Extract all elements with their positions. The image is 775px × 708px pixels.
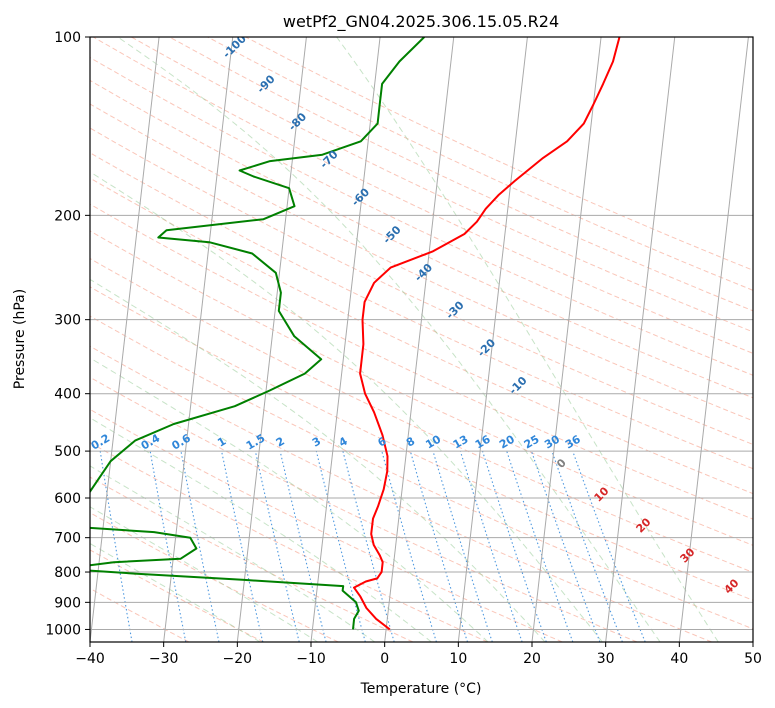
mixing-ratio-line: [432, 450, 493, 642]
grid-lines: [90, 37, 753, 642]
isotherm-line: [384, 37, 455, 642]
x-tick-label: 30: [597, 651, 615, 667]
moist-adiabat: [90, 506, 319, 642]
dry-adiabat: [90, 376, 638, 642]
plot-area-background: [90, 37, 753, 642]
dry-adiabat: [90, 408, 563, 642]
x-tick-label: −40: [75, 651, 105, 667]
y-tick-label: 100: [54, 30, 81, 46]
x-tick-label: −20: [223, 651, 253, 667]
dry-adiabat: [90, 315, 753, 630]
mixing-ratio-line: [180, 451, 220, 642]
mixing-ratio-line: [279, 450, 327, 642]
mixing-ratio-line: [381, 450, 437, 642]
dry-adiabat: [169, 37, 753, 312]
isotherm-line: [90, 37, 160, 642]
isotherm-line: [236, 37, 307, 642]
mixing-ratio-line: [506, 450, 574, 642]
x-tick-label: 0: [380, 651, 389, 667]
dry-adiabat: [90, 103, 753, 422]
mixing-ratio-line: [530, 450, 601, 642]
x-tick-label: 40: [670, 651, 688, 667]
moist-adiabat: [90, 171, 603, 642]
y-tick-label: 200: [54, 208, 81, 224]
y-tick-label: 600: [54, 491, 81, 507]
background-lines: [90, 37, 753, 642]
x-tick-label: 20: [523, 651, 541, 667]
dry-adiabat: [90, 177, 753, 495]
isotherm-line: [457, 37, 528, 642]
moist-adiabat: [90, 542, 261, 642]
moist-adiabat: [90, 465, 376, 642]
moist-adiabat: [336, 37, 719, 642]
x-tick-label: −10: [296, 651, 326, 667]
dry-adiabat: [90, 549, 264, 642]
dewpoint-profile: [90, 37, 426, 630]
dry-adiabat: [90, 56, 753, 376]
dry-adiabat: [90, 203, 753, 520]
moist-adiabat: [90, 357, 489, 642]
isotherm-line: [678, 37, 749, 642]
temperature-profile: [353, 37, 621, 631]
mixing-ratio-line: [481, 450, 547, 642]
y-tick-label: 700: [54, 531, 81, 547]
dry-adiabat: [90, 476, 414, 642]
y-axis-title: Pressure (hPa): [12, 289, 28, 389]
y-tick-label: 400: [54, 387, 81, 403]
profiles: [90, 37, 621, 631]
mixing-ratio-line: [315, 450, 366, 642]
moist-adiabat: [90, 417, 432, 642]
y-tick-label: 900: [54, 595, 81, 611]
dry-adiabat: [131, 37, 753, 333]
x-tick-label: −30: [149, 651, 179, 667]
dry-adiabat: [90, 79, 753, 399]
y-tick-label: 300: [54, 313, 81, 329]
dry-adiabat: [90, 587, 190, 642]
isotherm-line: [163, 37, 234, 642]
y-tick-label: 1000: [45, 622, 81, 638]
x-tick-label: 10: [449, 651, 467, 667]
mixing-ratio-line: [149, 451, 187, 642]
chart-title: wetPf2_GN04.2025.306.15.05.R24: [283, 12, 559, 32]
dry-adiabat: [90, 286, 753, 601]
dry-adiabat: [92, 37, 753, 354]
plot-frame: [89, 36, 754, 643]
dry-adiabat: [90, 230, 753, 546]
isotherm-line: [310, 37, 381, 642]
mixing-ratio-line: [254, 450, 300, 642]
y-tick-label: 800: [54, 565, 81, 581]
moist-adiabat: [117, 37, 661, 642]
moist-adiabat: [90, 278, 546, 642]
y-tick-label: 500: [54, 444, 81, 460]
mixing-ratio-line: [221, 450, 264, 642]
y-axis-ticks: 100 200 300 400 500 600 700 800 900 1000: [45, 30, 90, 638]
dry-adiabat: [90, 257, 753, 573]
dry-adiabat: [90, 442, 488, 642]
x-axis-title: Temperature (°C): [360, 681, 482, 697]
isotherm-line: [605, 37, 676, 642]
x-axis-ticks: −40 −30 −20 −10 0 10 20 30 40 50: [75, 642, 762, 667]
mixing-ratio-line: [459, 450, 523, 642]
mixing-ratio-line: [409, 450, 469, 642]
x-tick-label: 50: [744, 651, 762, 667]
dry-adiabat: [207, 37, 753, 291]
mixing-ratio-line: [572, 450, 646, 642]
mixing-ratio-line: [551, 450, 623, 642]
dry-adiabat: [90, 345, 712, 642]
isotherm-line: [531, 37, 602, 642]
